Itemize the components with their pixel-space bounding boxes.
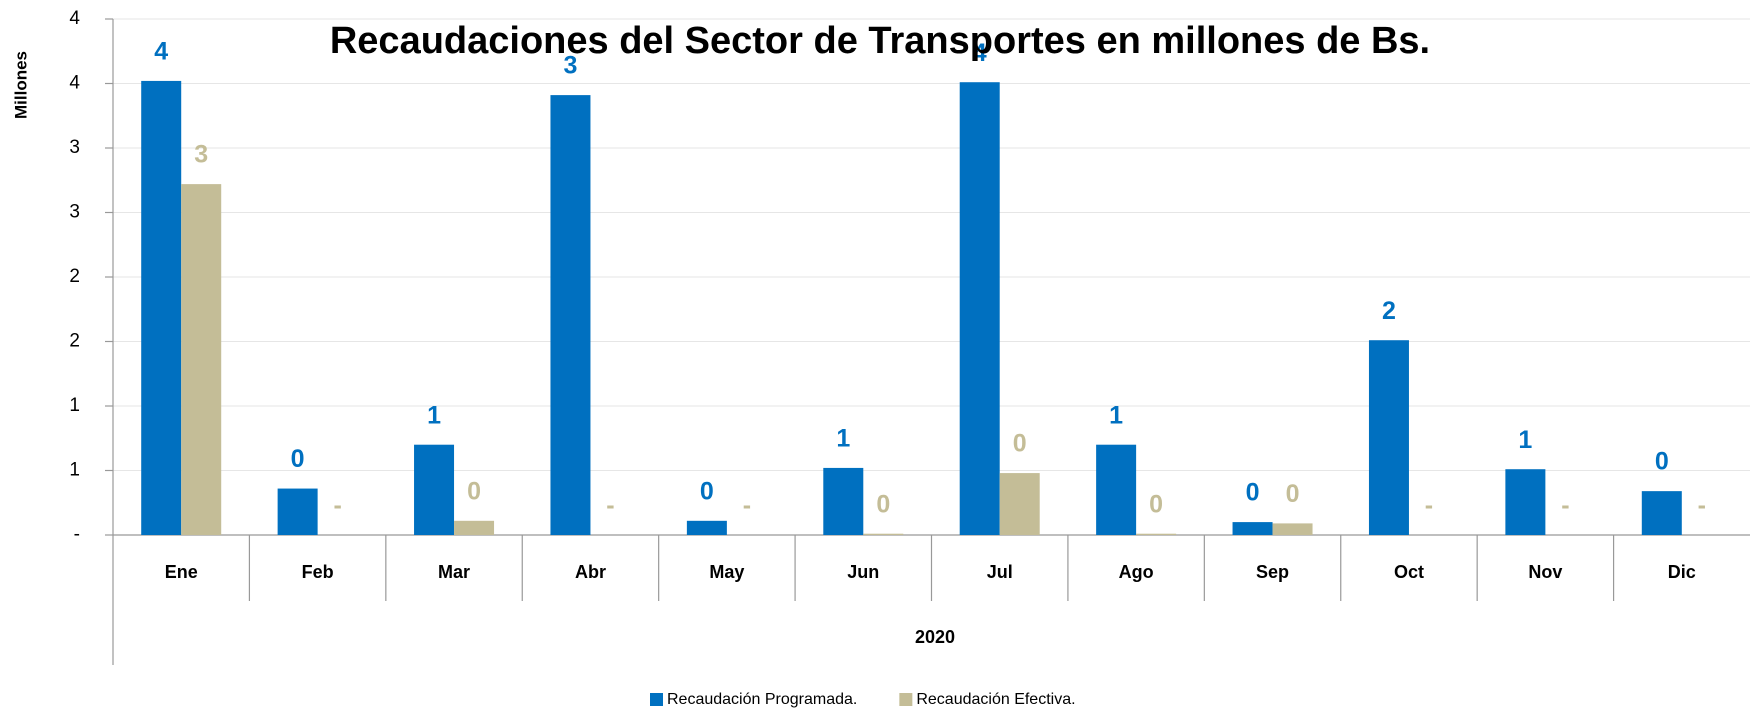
data-label: 0 bbox=[1013, 430, 1027, 458]
data-label: 0 bbox=[1286, 480, 1300, 508]
bar bbox=[959, 82, 1000, 536]
data-label: 0 bbox=[700, 477, 714, 505]
y-tick-label: - bbox=[74, 524, 80, 545]
data-label: 0 bbox=[876, 490, 890, 518]
bar bbox=[863, 533, 904, 535]
bar bbox=[1136, 533, 1177, 535]
y-tick-label: 2 bbox=[69, 266, 80, 287]
bar bbox=[1368, 340, 1409, 535]
bar bbox=[414, 444, 455, 535]
x-tick-label: Nov bbox=[1528, 562, 1562, 582]
data-label: 4 bbox=[154, 38, 168, 66]
legend-swatch bbox=[650, 693, 663, 706]
data-label: - bbox=[743, 492, 751, 520]
chart-title: Recaudaciones del Sector de Transportes … bbox=[330, 20, 1430, 62]
legend-label: Recaudación Efectiva. bbox=[916, 691, 1075, 708]
data-label: - bbox=[1425, 492, 1433, 520]
x-tick-label: Jul bbox=[987, 562, 1013, 582]
data-label: 2 bbox=[1382, 297, 1396, 325]
data-label: 0 bbox=[1655, 448, 1669, 476]
data-label: 0 bbox=[291, 445, 305, 473]
data-label: 4 bbox=[973, 39, 987, 67]
legend-swatch bbox=[899, 693, 913, 706]
bar bbox=[550, 95, 591, 536]
data-label: 1 bbox=[1518, 426, 1532, 454]
x-tick-label: Sep bbox=[1256, 562, 1289, 582]
bar bbox=[277, 488, 318, 535]
x-group-label: 2020 bbox=[915, 627, 955, 647]
bar bbox=[141, 80, 182, 536]
data-label: - bbox=[333, 492, 341, 520]
y-axis-label: Millones bbox=[11, 51, 30, 119]
data-label: 0 bbox=[1149, 490, 1163, 518]
data-label: - bbox=[1698, 492, 1706, 520]
data-label: - bbox=[1561, 492, 1569, 520]
y-tick-label: 4 bbox=[69, 8, 80, 29]
bar bbox=[454, 520, 495, 535]
bar bbox=[999, 473, 1040, 535]
y-tick-label: 4 bbox=[69, 73, 80, 94]
data-label: 0 bbox=[467, 477, 481, 505]
y-tick-label: 3 bbox=[69, 202, 80, 223]
x-tick-label: Abr bbox=[575, 562, 606, 582]
y-tick-label: 1 bbox=[69, 460, 80, 481]
x-tick-label: Mar bbox=[438, 562, 470, 582]
bar bbox=[1641, 491, 1682, 535]
bar bbox=[1505, 469, 1546, 535]
x-tick-label: Dic bbox=[1668, 562, 1696, 582]
x-tick-label: Jun bbox=[847, 562, 879, 582]
data-label: 0 bbox=[1246, 479, 1260, 507]
data-label: 1 bbox=[836, 425, 850, 453]
data-label: 3 bbox=[564, 52, 578, 80]
x-tick-label: Ene bbox=[165, 562, 198, 582]
x-tick-label: Oct bbox=[1394, 562, 1424, 582]
bar bbox=[181, 184, 222, 535]
y-tick-label: 1 bbox=[69, 395, 80, 416]
legend-label: Recaudación Programada. bbox=[667, 691, 857, 708]
bar bbox=[1272, 523, 1313, 535]
x-tick-label: Ago bbox=[1119, 562, 1154, 582]
y-tick-label: 2 bbox=[69, 331, 80, 352]
x-tick-label: May bbox=[709, 562, 744, 582]
y-tick-label: 3 bbox=[69, 137, 80, 158]
data-label: 1 bbox=[1109, 401, 1123, 429]
bar bbox=[1096, 444, 1137, 535]
data-label: 3 bbox=[194, 141, 208, 169]
x-tick-label: Feb bbox=[302, 562, 334, 582]
bar bbox=[1232, 522, 1273, 535]
bar bbox=[686, 520, 727, 535]
bar bbox=[823, 467, 864, 535]
data-label: - bbox=[606, 492, 614, 520]
data-label: 1 bbox=[427, 401, 441, 429]
